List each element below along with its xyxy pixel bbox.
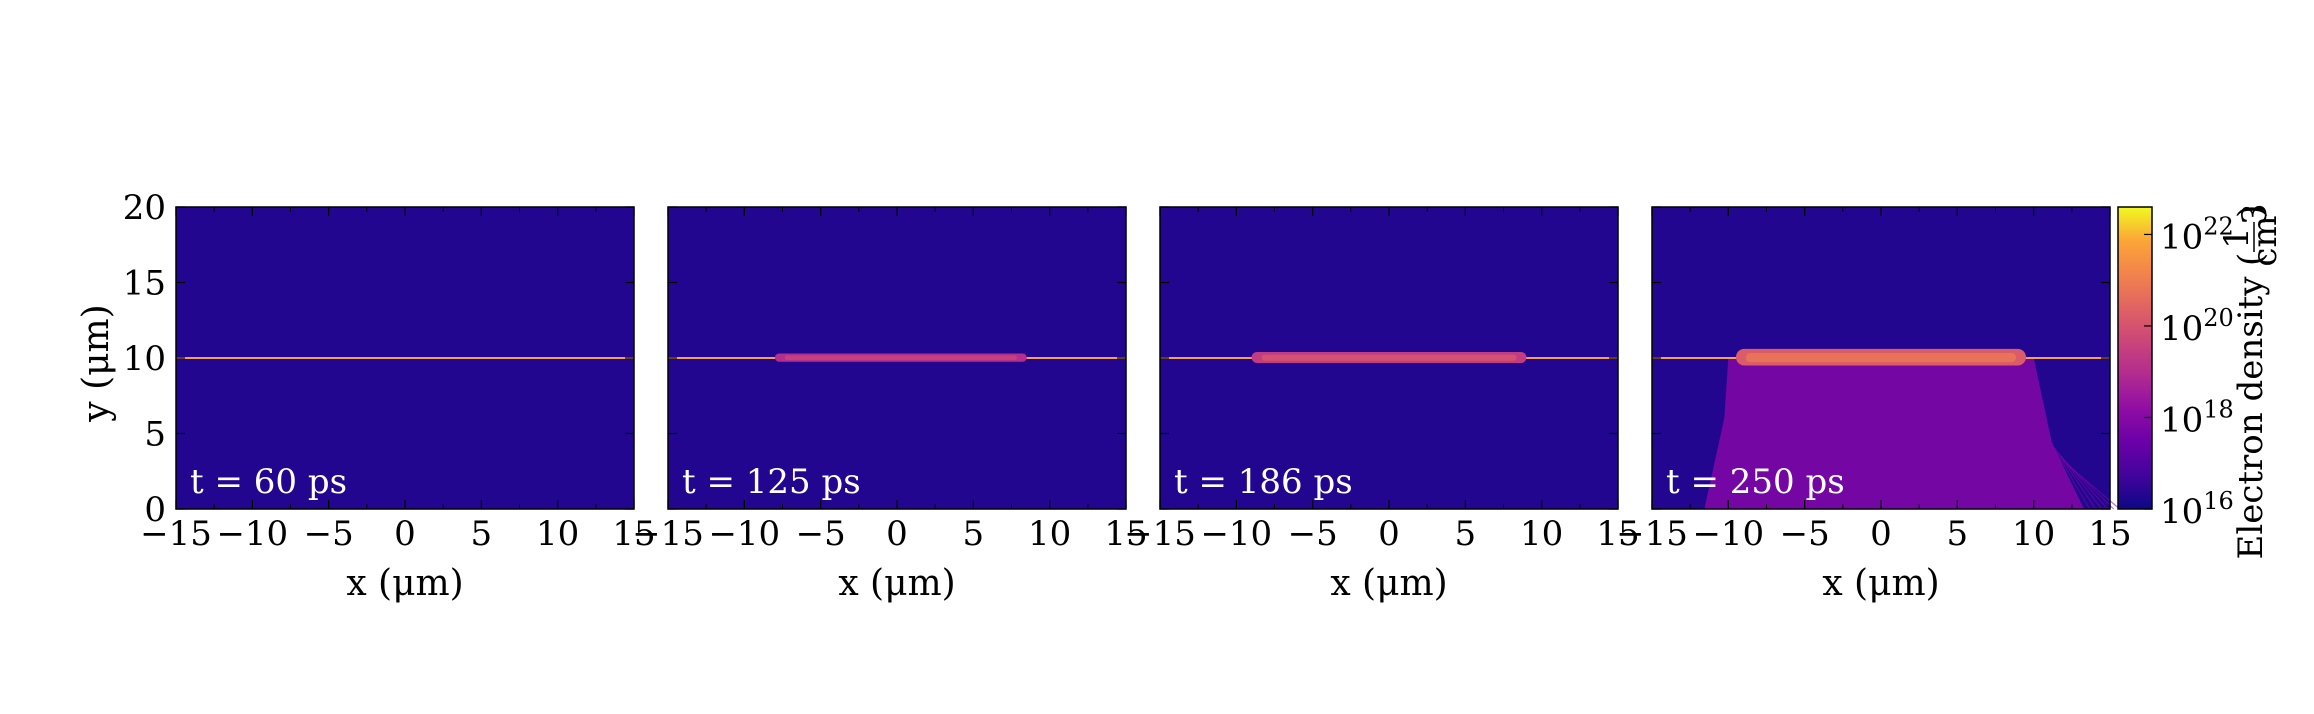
colorbar-paren-close: ) [2231, 205, 2271, 218]
x-tick-label: 15 [1596, 514, 1639, 554]
colorbar-unit-numerator: 1 [2217, 227, 2257, 249]
panel-2: −15 −10 −5 0 5 10 15 x (μm) t = 125 ps [632, 206, 1148, 604]
x-tick-label: −10 [1692, 514, 1764, 554]
colorbar-title: Electron density ( 1 cm 3 ) [2217, 203, 2285, 559]
x-tick-label: −15 [1616, 514, 1688, 554]
colorbar: 1016 1018 1020 1022 Electron density ( 1 cm… [2117, 203, 2285, 559]
colorbar-unit-exponent: 3 [2235, 203, 2275, 225]
y-tick-label: 10 [123, 339, 166, 379]
x-tick-label: 15 [2088, 514, 2131, 554]
x-tick-label: −10 [708, 514, 780, 554]
channel-streak [2042, 431, 2073, 510]
colorbar-unit-denominator: cm [2245, 215, 2285, 266]
x-tick-label: −15 [1124, 514, 1196, 554]
x-tick-label: 5 [1947, 514, 1969, 554]
x-tick-label: −10 [1200, 514, 1272, 554]
x-tick-label: −10 [216, 514, 288, 554]
colorbar-paren-open: ( [2231, 253, 2271, 266]
x-axis-label: x (μm) [346, 563, 463, 604]
x-axis-label: x (μm) [838, 563, 955, 604]
y-tick-label: 5 [144, 415, 166, 455]
x-tick-label: 5 [471, 514, 493, 554]
x-tick-label: −15 [140, 514, 212, 554]
x-tick-label: 0 [1378, 514, 1400, 554]
x-axis-label: x (μm) [1330, 563, 1447, 604]
colorbar-fill [2117, 206, 2153, 510]
colorbar-tick-label: 1018 [2160, 395, 2234, 440]
channel-streak [2048, 439, 2085, 510]
time-label: t = 125 ps [682, 462, 861, 502]
x-tick-label: 10 [1520, 514, 1563, 554]
panel-3: −15 −10 −5 0 5 10 15 x (μm) t = 186 ps [1124, 206, 1640, 604]
x-tick-label: 15 [1104, 514, 1147, 554]
plasma-slab-core [1261, 354, 1517, 361]
y-axis-label: y (μm) [76, 304, 117, 422]
x-tick-label: 0 [394, 514, 416, 554]
x-tick-label: 5 [1455, 514, 1477, 554]
panel-4: −15 −10 −5 0 5 10 15 x (μm) t = 250 ps [1616, 206, 2132, 604]
x-tick-label: −5 [1288, 514, 1338, 554]
x-tick-label: 10 [2012, 514, 2055, 554]
colorbar-tick-label: 1022 [2160, 212, 2234, 257]
channel-streak [2066, 463, 2121, 510]
y-tick-label: 0 [144, 490, 166, 530]
colorbar-ticks: 1016 1018 1020 1022 [2144, 212, 2234, 532]
channel-streak [2051, 443, 2091, 510]
y-tick-label: 20 [123, 188, 166, 228]
panel-1: −15 −10 −5 0 5 10 15 0 5 10 15 20 x (μm) t = 60 ps [123, 188, 656, 604]
x-axis-label: x (μm) [1822, 563, 1939, 604]
x-tick-label: −5 [304, 514, 354, 554]
x-tick-label: 10 [536, 514, 579, 554]
x-tick-label: −5 [1780, 514, 1830, 554]
plasma-slab-core [784, 355, 1017, 361]
time-label: t = 60 ps [190, 462, 347, 502]
time-label: t = 186 ps [1174, 462, 1353, 502]
electron-channel [1704, 358, 2084, 509]
channel-streak [2039, 427, 2067, 510]
colorbar-tick-label: 1016 [2160, 487, 2234, 532]
x-tick-label: 0 [1870, 514, 1892, 554]
time-label: t = 250 ps [1666, 462, 1845, 502]
y-tick-label: 15 [123, 264, 166, 304]
plasma-slab-core [1745, 353, 2017, 363]
channel-streak [2054, 447, 2097, 510]
colorbar-tick-label: 1020 [2160, 304, 2234, 349]
x-tick-label: 0 [886, 514, 908, 554]
x-tick-label: −15 [632, 514, 704, 554]
x-tick-label: 15 [612, 514, 655, 554]
channel-streak [2045, 435, 2079, 510]
x-tick-label: 5 [963, 514, 985, 554]
x-tick-label: −5 [796, 514, 846, 554]
colorbar-label: Electron density [2231, 276, 2271, 560]
x-tick-label: 10 [1028, 514, 1071, 554]
